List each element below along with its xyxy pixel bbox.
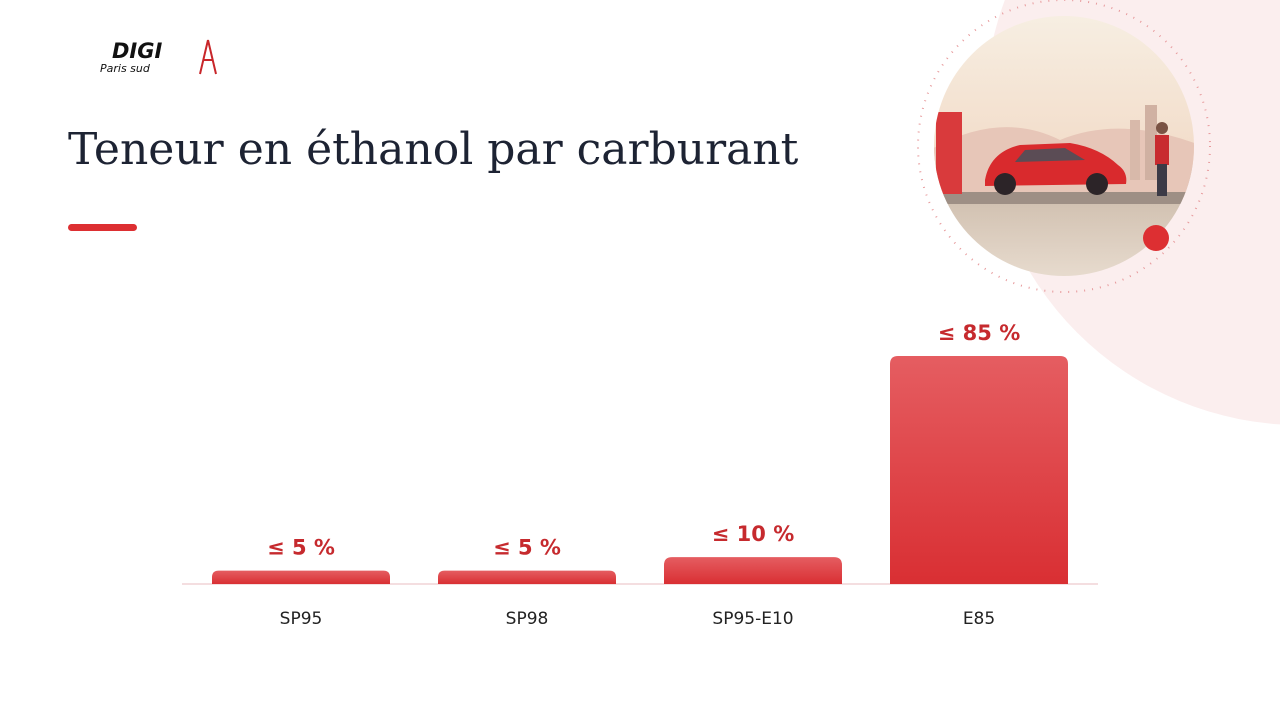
value-label: ≤ 10 % xyxy=(712,522,794,546)
bar xyxy=(890,356,1068,584)
logo-tower xyxy=(199,39,217,75)
bar xyxy=(212,570,390,584)
dotted-ring xyxy=(917,0,1211,293)
bar xyxy=(664,557,842,584)
value-label: ≤ 5 % xyxy=(267,536,335,560)
category-label: SP95-E10 xyxy=(712,609,793,629)
category-label: SP98 xyxy=(506,609,549,629)
value-label: ≤ 85 % xyxy=(938,321,1020,345)
bar xyxy=(438,570,616,584)
chart-title: Teneur en éthanol par carburant xyxy=(68,124,799,175)
category-label: SP95 xyxy=(280,609,323,629)
category-label: E85 xyxy=(963,609,995,629)
logo-name: DIGI xyxy=(112,39,162,63)
value-label: ≤ 5 % xyxy=(493,536,561,560)
logo-tagline: Paris sud xyxy=(100,62,151,75)
accent-dot xyxy=(1143,225,1169,251)
title-underline xyxy=(68,224,137,231)
